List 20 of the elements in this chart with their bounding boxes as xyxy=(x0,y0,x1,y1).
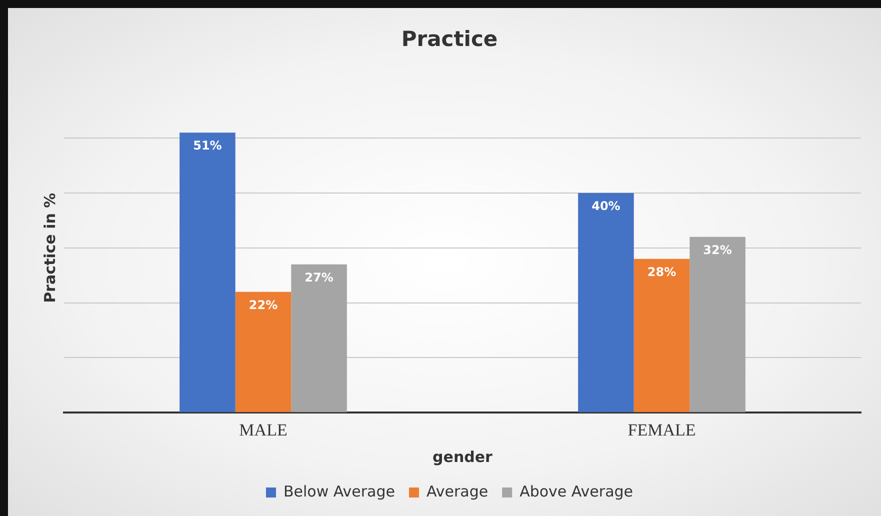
legend-label: Above Average xyxy=(520,482,634,500)
bar xyxy=(690,236,746,412)
legend-label: Below Average xyxy=(283,482,395,500)
bar xyxy=(291,264,347,412)
bar xyxy=(235,292,292,412)
data-label: 28% xyxy=(647,265,676,280)
legend-label: Average xyxy=(426,482,488,500)
chart-title: Practice xyxy=(401,27,498,52)
bar xyxy=(634,258,690,412)
bar xyxy=(180,132,236,412)
x-axis-title: gender xyxy=(432,448,494,466)
bar xyxy=(578,193,634,412)
x-tick-label: MALE xyxy=(239,420,288,440)
data-label: 51% xyxy=(193,138,222,153)
data-label: 22% xyxy=(248,298,278,312)
data-label: 32% xyxy=(703,243,732,258)
data-label: 27% xyxy=(304,270,334,284)
x-tick-label: FEMALE xyxy=(628,420,696,440)
data-label: 40% xyxy=(592,199,620,214)
y-axis-title: Practice in % xyxy=(40,192,59,303)
